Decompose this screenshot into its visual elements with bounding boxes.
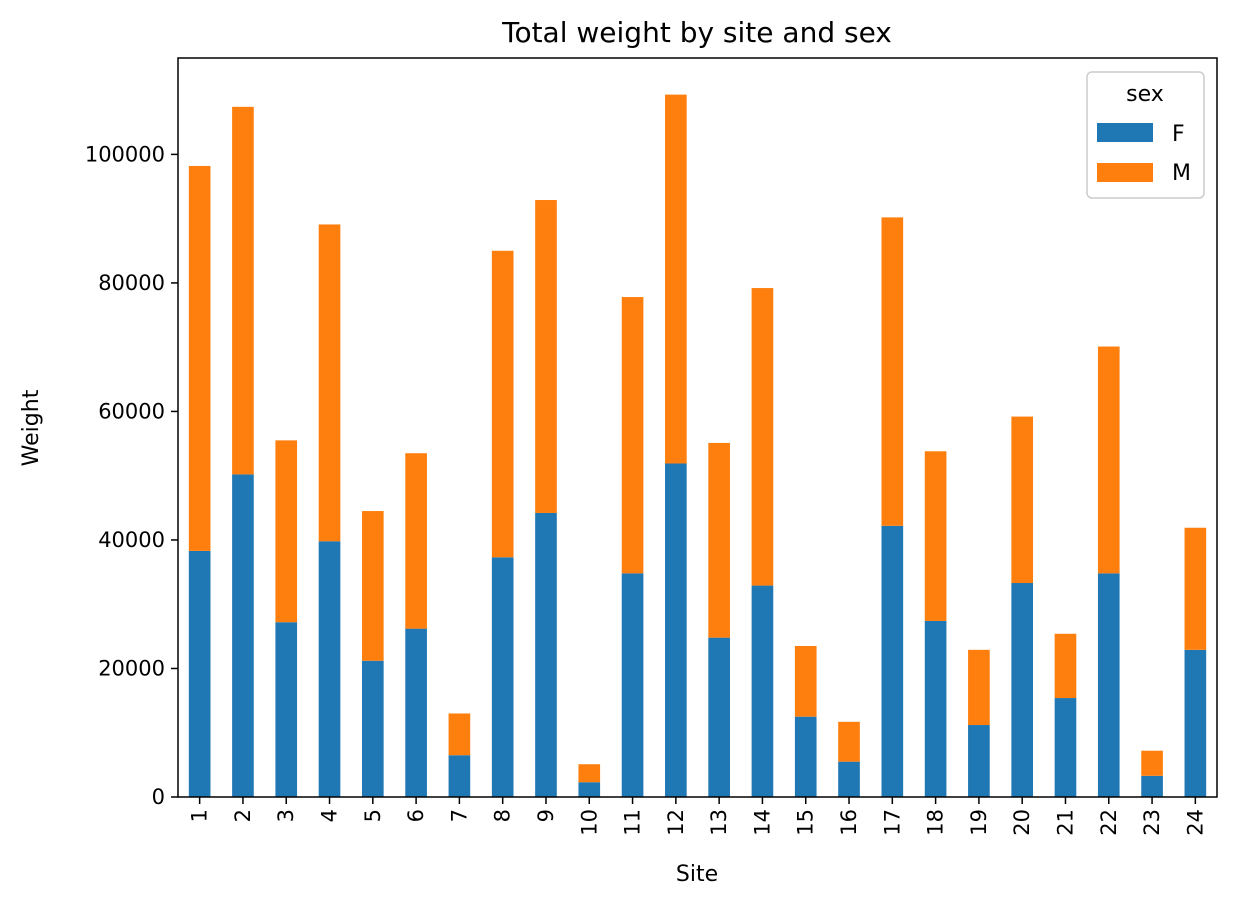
bar-site-21-f	[1054, 698, 1077, 797]
bar-site-16-f	[838, 761, 860, 797]
bar-site-1-f	[188, 550, 211, 797]
x-tick-label: 11	[621, 809, 645, 836]
bar-site-9-m	[535, 200, 557, 513]
bar-site-19-f	[968, 725, 990, 797]
legend-title: sex	[1126, 82, 1164, 107]
bar-site-4-m	[318, 224, 341, 542]
bar-site-20-m	[1011, 416, 1034, 584]
bar-site-19-m	[968, 649, 990, 726]
bar-site-13-f	[708, 637, 730, 797]
x-tick-label: 1	[188, 809, 212, 822]
bar-site-12-m	[665, 94, 687, 464]
x-tick-label: 10	[577, 809, 601, 836]
y-axis-label: Weight	[19, 389, 44, 466]
x-tick-label: 4	[318, 809, 342, 822]
bar-site-5-f	[361, 660, 384, 797]
bar-site-15-f	[794, 716, 817, 797]
chart-title: Total weight by site and sex	[501, 16, 892, 49]
x-tick-label: 23	[1140, 809, 1164, 836]
bar-site-21-m	[1054, 633, 1077, 699]
bar-site-7-f	[448, 755, 471, 797]
x-tick-label: 19	[967, 809, 991, 836]
legend-label-f: F	[1172, 122, 1185, 147]
y-tick-label: 100000	[85, 142, 165, 166]
x-tick-label: 2	[231, 809, 255, 822]
bar-site-11-m	[621, 297, 644, 574]
bar-site-23-m	[1141, 750, 1163, 776]
bar-site-13-m	[708, 442, 730, 638]
y-tick-label: 60000	[98, 399, 165, 423]
bar-site-4-f	[318, 541, 341, 797]
bar-site-20-f	[1011, 583, 1034, 797]
bar-site-1-m	[188, 165, 211, 551]
bar-site-3-m	[275, 440, 298, 623]
y-tick-label: 40000	[98, 528, 165, 552]
x-axis-ticks: 1 2 3 4 5 6 7 8 9 10 11 12 13 14 15 16 17 18 19 20 21 22 23 24	[188, 797, 1207, 836]
bar-site-6-f	[405, 628, 427, 797]
bar-site-24-m	[1184, 527, 1207, 650]
y-axis-ticks: 0 20000 40000 60000 80000 100000	[85, 142, 178, 809]
x-tick-label: 13	[707, 809, 731, 836]
x-tick-label: 6	[404, 809, 428, 822]
bar-site-17-f	[881, 525, 904, 797]
bar-site-24-f	[1184, 649, 1207, 797]
bar-site-14-f	[751, 585, 774, 797]
bar-site-5-m	[361, 511, 384, 661]
bar-site-6-m	[405, 453, 427, 629]
legend-swatch-m	[1097, 163, 1153, 182]
bar-site-18-m	[924, 451, 947, 621]
x-tick-label: 9	[534, 809, 558, 822]
x-axis-label: Site	[676, 862, 718, 887]
x-tick-label: 7	[447, 809, 471, 822]
bar-site-8-m	[491, 250, 514, 558]
x-tick-label: 22	[1097, 809, 1121, 836]
bar-site-18-f	[924, 620, 947, 797]
x-tick-label: 18	[924, 809, 948, 836]
bar-site-10-m	[578, 764, 601, 783]
bar-site-9-f	[535, 512, 557, 797]
bar-site-7-m	[448, 713, 471, 756]
legend-label-m: M	[1172, 161, 1191, 186]
x-tick-label: 12	[664, 809, 688, 836]
bar-site-2-m	[232, 106, 254, 475]
bar-site-22-f	[1097, 573, 1120, 797]
x-tick-label: 24	[1183, 809, 1207, 836]
x-tick-label: 8	[491, 809, 515, 822]
legend: sex F M	[1086, 71, 1205, 199]
bar-site-17-m	[881, 217, 904, 526]
bar-site-11-f	[621, 573, 644, 797]
bar-site-10-f	[578, 782, 601, 797]
legend-swatch-f	[1097, 123, 1153, 142]
x-tick-label: 3	[274, 809, 298, 822]
x-tick-label: 20	[1010, 809, 1034, 836]
x-tick-label: 16	[837, 809, 861, 836]
plot-area-frame	[177, 57, 1218, 798]
bar-site-23-f	[1141, 775, 1163, 797]
y-tick-label: 20000	[98, 656, 165, 680]
y-tick-label: 80000	[98, 271, 165, 295]
bar-site-22-m	[1097, 346, 1120, 574]
bar-site-14-m	[751, 288, 774, 586]
bar-site-16-m	[838, 721, 860, 762]
bar-site-2-f	[232, 474, 254, 797]
bars-group	[188, 94, 1207, 797]
x-tick-label: 14	[750, 809, 774, 836]
y-tick-label: 0	[152, 785, 165, 809]
bar-site-15-m	[794, 645, 817, 717]
x-tick-label: 17	[880, 809, 904, 836]
x-tick-label: 21	[1053, 809, 1077, 836]
x-tick-label: 15	[794, 809, 818, 836]
bar-site-3-f	[275, 622, 298, 797]
bar-site-12-f	[665, 463, 687, 797]
bar-site-8-f	[491, 557, 514, 797]
x-tick-label: 5	[361, 809, 385, 822]
